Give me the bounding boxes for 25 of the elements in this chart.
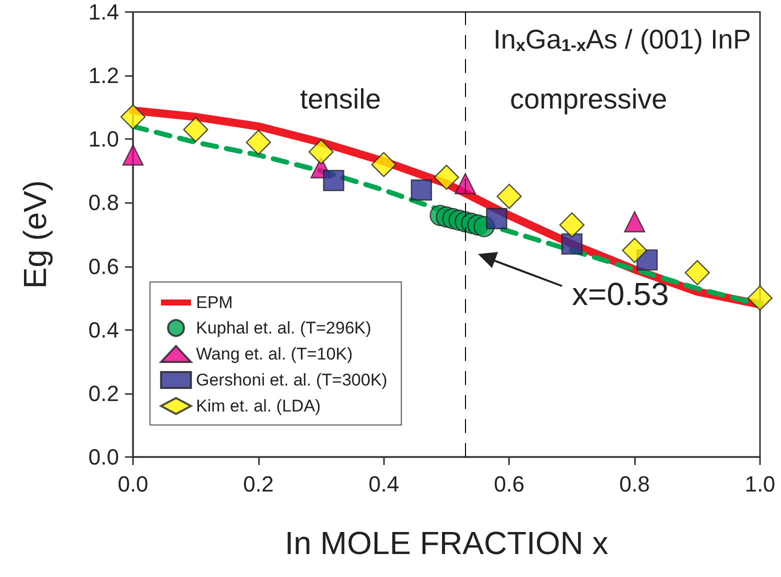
y-tick-label: 0.8 <box>88 190 119 216</box>
legend-label: Gershoni et. al. (T=300K) <box>196 370 388 390</box>
y-tick-label: 0.4 <box>88 317 119 342</box>
annotation: compressive <box>510 84 668 114</box>
y-tick-label: 1.0 <box>88 126 119 152</box>
x-tick-label: 0.2 <box>243 472 274 496</box>
legend-label: Kuphal et. al. (T=296K) <box>196 318 372 338</box>
legend-label: Wang et. al. (T=10K) <box>196 344 353 364</box>
y-tick-label: 1.2 <box>88 63 119 88</box>
x-tick-label: 0.6 <box>494 472 524 496</box>
y-tick-label: 1.4 <box>88 0 119 24</box>
x-tick-label: 0.0 <box>118 472 148 496</box>
text: InxGa1-xAs / (001) InP <box>493 24 752 55</box>
y-tick-label: 0.0 <box>88 444 119 470</box>
x-tick-label: 1.0 <box>744 472 776 496</box>
annotation: tensile <box>300 84 381 114</box>
x-tick-label: 0.8 <box>619 472 650 496</box>
y-tick-label: 0.2 <box>88 380 119 406</box>
y-axis-title: Eg (eV) <box>17 180 53 289</box>
y-tick-label: 0.6 <box>88 254 119 279</box>
legend-label: EPM <box>196 293 233 312</box>
x-tick-label: 0.4 <box>368 472 400 496</box>
x-axis-title: In MOLE FRACTION x <box>284 525 608 561</box>
annotation: x=0.53 <box>572 276 669 312</box>
legend-label: Kim et. al. (LDA) <box>196 396 321 416</box>
